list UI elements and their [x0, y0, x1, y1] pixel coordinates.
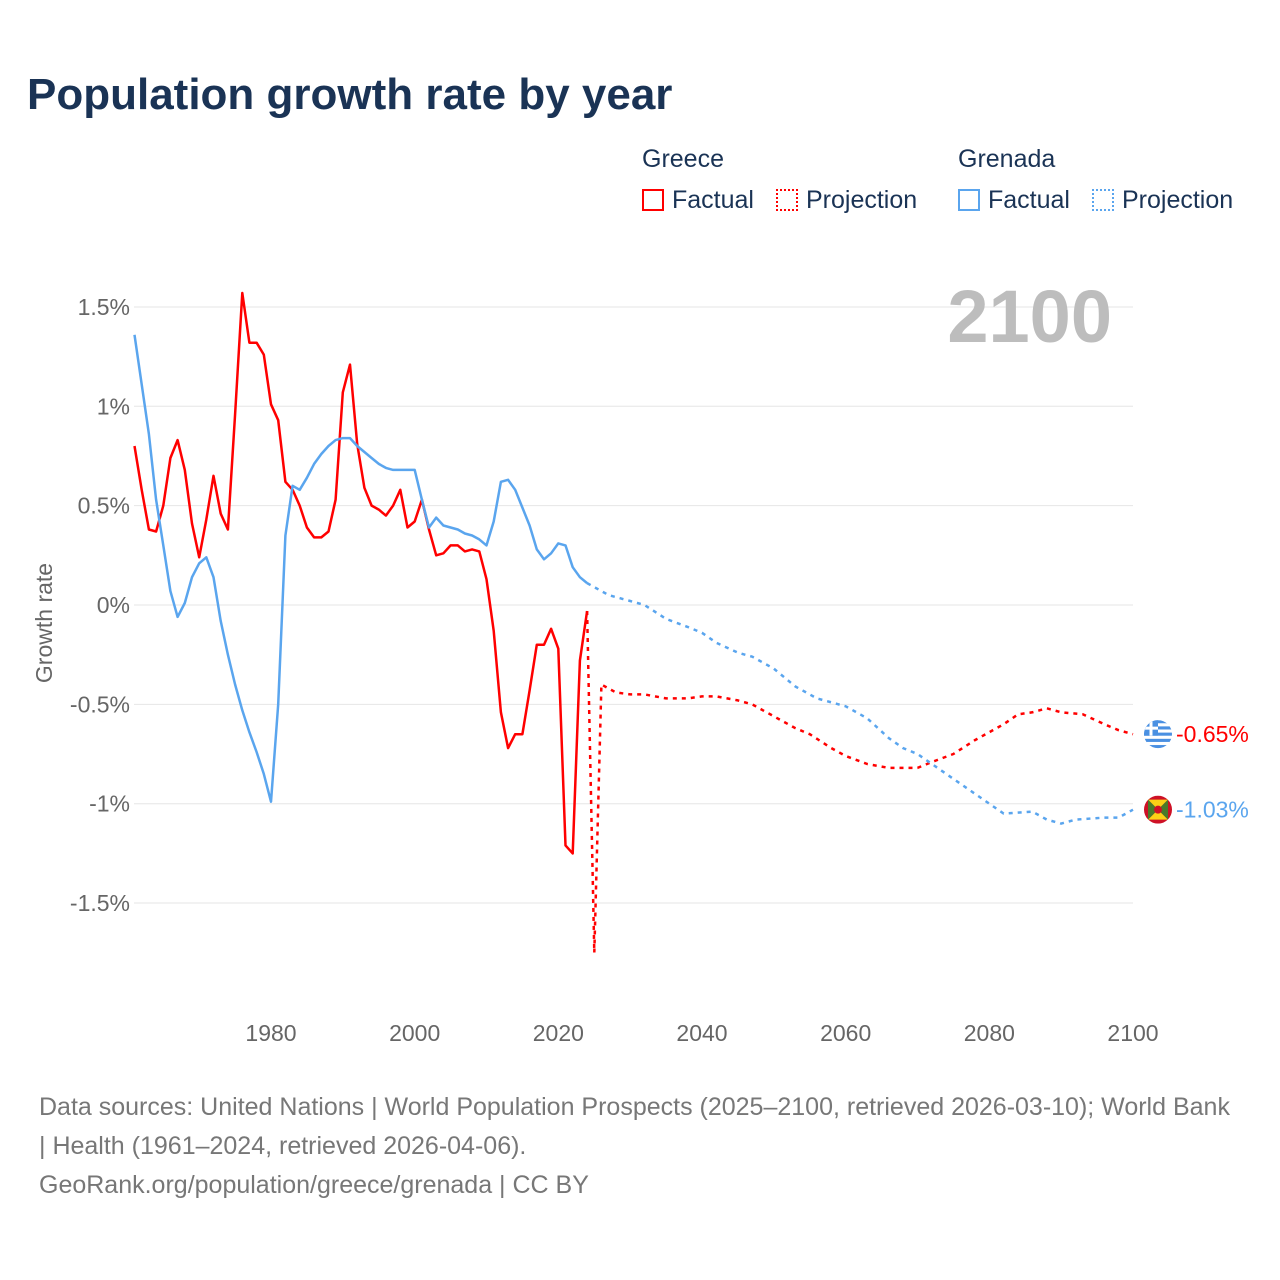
end-value-label: -1.03% — [1176, 797, 1249, 823]
legend-group-grenada: Grenada — [958, 145, 1056, 173]
dotted-swatch-icon — [776, 189, 798, 211]
legend-label: Factual — [988, 186, 1070, 214]
dotted-swatch-icon — [1092, 189, 1114, 211]
legend-greece-projection[interactable]: Projection — [776, 186, 917, 215]
y-tick-label: 1% — [97, 393, 130, 419]
credit-link[interactable]: GeoRank.org/population/greece/grenada | … — [39, 1171, 589, 1199]
x-tick-label: 2040 — [676, 1020, 727, 1046]
series-greece-projection — [585, 610, 1134, 954]
footer: Data sources: United Nations | World Pop… — [39, 1088, 1239, 1205]
series-greece-factual — [133, 291, 589, 855]
page-title: Population growth rate by year — [27, 70, 673, 119]
series-grenada-projection — [586, 582, 1134, 825]
legend-group-greece: Greece — [642, 145, 724, 173]
x-tick-label: 2100 — [1107, 1020, 1158, 1046]
y-tick-label: -1.5% — [70, 890, 130, 916]
y-tick-label: 0% — [97, 592, 130, 618]
y-axis-label: Growth rate — [31, 563, 57, 683]
x-tick-label: 2020 — [533, 1020, 584, 1046]
grenada-flag-icon — [1144, 795, 1172, 824]
series-grenada-factual — [133, 334, 588, 803]
solid-swatch-icon — [642, 189, 664, 211]
x-tick-label: 2060 — [820, 1020, 871, 1046]
legend-label: Projection — [806, 186, 918, 214]
legend-greece-factual[interactable]: Factual — [642, 186, 754, 215]
y-tick-label: 0.5% — [78, 493, 130, 519]
greece-flag-icon — [1144, 720, 1172, 749]
x-tick-label: 2000 — [389, 1020, 440, 1046]
y-tick-label: -0.5% — [70, 691, 130, 717]
end-value-label: -0.65% — [1176, 721, 1249, 747]
legend-grenada-factual[interactable]: Factual — [958, 186, 1070, 215]
legend-grenada-projection[interactable]: Projection — [1092, 186, 1233, 215]
y-tick-label: -1% — [89, 791, 130, 817]
line-chart: 1.5% 1% 0.5% 0% -0.5% -1% -1.5% 1980 2000 2020 204… — [31, 275, 1249, 1046]
data-sources: Data sources: United Nations | World Pop… — [39, 1093, 1230, 1160]
y-tick-label: 1.5% — [78, 294, 130, 320]
solid-swatch-icon — [958, 189, 980, 211]
x-tick-label: 2080 — [964, 1020, 1015, 1046]
x-tick-label: 1980 — [245, 1020, 296, 1046]
legend-label: Factual — [672, 186, 754, 214]
year-label: 2100 — [947, 275, 1112, 358]
legend-label: Projection — [1122, 186, 1234, 214]
